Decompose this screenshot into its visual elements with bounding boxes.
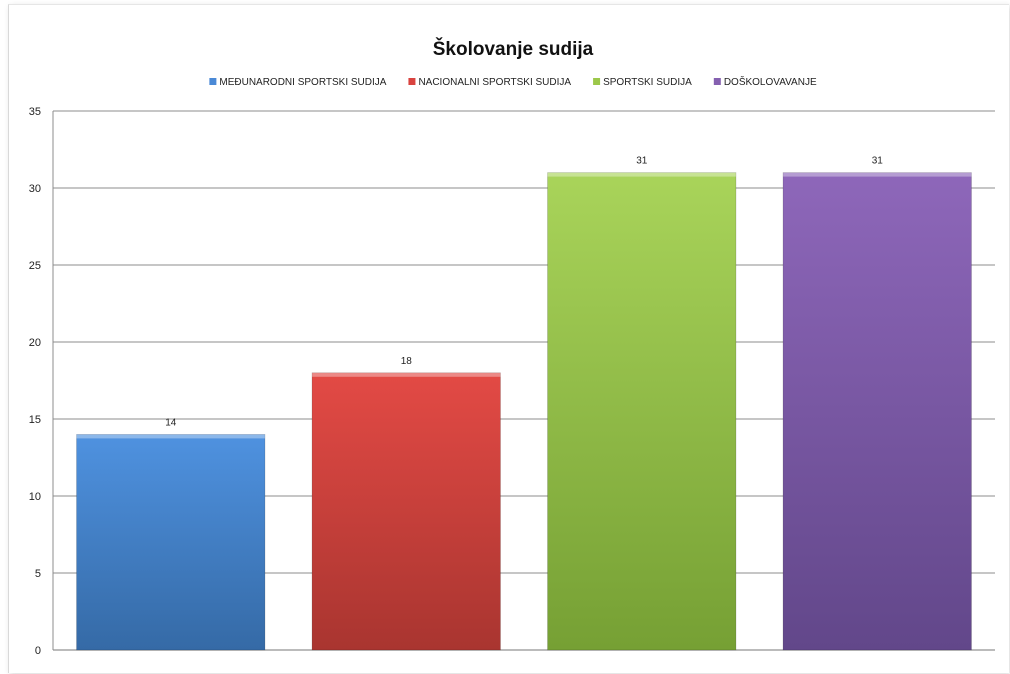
legend-label: DOŠKOLOVAVANJE — [724, 75, 817, 88]
y-tick-label: 35 — [29, 106, 41, 118]
legend-swatch — [593, 78, 601, 85]
bar-highlight — [547, 172, 736, 177]
legend: MEĐUNARODNI SPORTSKI SUDIJA NACIONALNI SP… — [209, 75, 817, 88]
data-labels: 14 18 31 31 — [165, 156, 883, 429]
y-tick-label: 10 — [29, 491, 41, 503]
data-label: 18 — [401, 356, 413, 367]
legend-label: MEĐUNARODNI SPORTSKI SUDIJA — [219, 77, 386, 88]
data-label: 14 — [165, 417, 177, 428]
legend-item: NACIONALNI SPORTSKI SUDIJA — [408, 77, 571, 88]
bar — [311, 372, 501, 651]
legend-swatch — [209, 78, 217, 85]
data-label: 31 — [872, 156, 884, 167]
y-tick-label: 5 — [35, 568, 41, 580]
bar — [547, 172, 737, 651]
bar-chart: Školovanje sudija MEĐUNARODNI SPORTSKI S… — [29, 38, 995, 657]
chart-frame: Školovanje sudija MEĐUNARODNI SPORTSKI S… — [8, 4, 1009, 673]
bar — [782, 172, 972, 651]
data-label: 31 — [636, 156, 648, 167]
y-tick-label: 30 — [29, 183, 41, 195]
legend-label: NACIONALNI SPORTSKI SUDIJA — [418, 77, 571, 88]
y-tick-label: 25 — [29, 260, 41, 272]
bar-highlight — [783, 172, 972, 177]
legend-item: MEĐUNARODNI SPORTSKI SUDIJA — [209, 77, 387, 88]
bars — [76, 172, 972, 651]
bar — [76, 434, 266, 651]
legend-item: DOŠKOLOVAVANJE — [713, 75, 817, 88]
legend-item: SPORTSKI SUDIJA — [593, 77, 692, 88]
chart-title: Školovanje sudija — [433, 38, 594, 60]
y-tick-label: 0 — [35, 645, 41, 657]
legend-swatch — [713, 78, 721, 85]
bar-highlight — [76, 434, 265, 439]
y-tick-label: 20 — [29, 337, 41, 349]
y-axis: 0 5 10 15 20 25 30 35 — [29, 106, 41, 657]
legend-label: SPORTSKI SUDIJA — [603, 77, 692, 88]
legend-swatch — [408, 78, 416, 85]
bar-highlight — [312, 372, 501, 377]
y-tick-label: 15 — [29, 414, 41, 426]
